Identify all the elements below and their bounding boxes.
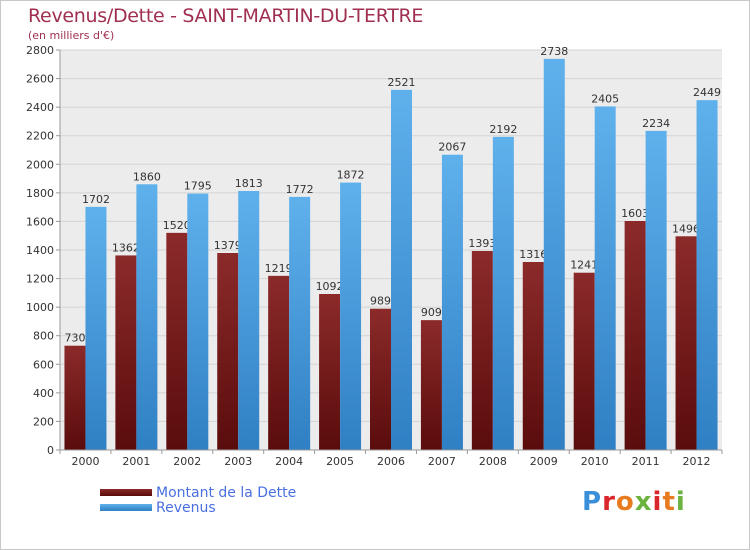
data-label: 1872 (337, 169, 365, 182)
bar-revenus (441, 154, 463, 450)
x-tick-label: 2005 (326, 455, 354, 468)
bar-revenus (289, 196, 311, 450)
data-label: 989 (370, 295, 391, 308)
data-label: 1603 (621, 207, 649, 220)
bar-revenus (340, 182, 362, 451)
data-label: 1219 (265, 262, 293, 275)
bar-dette (319, 294, 341, 450)
y-tick-label: 1800 (26, 187, 54, 200)
data-label: 1496 (672, 222, 700, 235)
y-tick-label: 200 (33, 415, 54, 428)
axis-layer: 0 200 400 600 800 1000 1200 1400 1600 1800 2000 220… (26, 44, 723, 468)
bar-revenus (136, 184, 158, 451)
y-tick-label: 600 (33, 358, 54, 371)
y-tick-label: 1400 (26, 244, 54, 257)
bar-revenus (187, 193, 209, 451)
x-tick-label: 2008 (479, 455, 507, 468)
x-tick-label: 2010 (581, 455, 609, 468)
bar-revenus (492, 136, 514, 450)
y-tick-label: 2200 (26, 130, 54, 143)
bar-revenus (391, 89, 412, 450)
x-tick-label: 2009 (530, 455, 558, 468)
data-label: 1393 (468, 237, 496, 250)
data-label: 2192 (489, 123, 517, 136)
data-label: 909 (421, 306, 442, 319)
data-label: 2067 (438, 141, 466, 154)
data-label: 1772 (286, 183, 314, 196)
data-label: 1702 (82, 193, 110, 206)
bar-revenus (543, 58, 565, 450)
bar-dette (115, 255, 137, 450)
x-tick-label: 2001 (122, 455, 150, 468)
data-label: 1379 (214, 239, 242, 252)
bar-dette (573, 272, 595, 450)
chart-title: Revenus/Dette - SAINT-MARTIN-DU-TERTRE (28, 5, 424, 27)
legend-label-revenus: Revenus (156, 500, 216, 516)
bar-revenus (696, 100, 718, 451)
bar-revenus (238, 191, 260, 450)
y-tick-label: 2000 (26, 158, 54, 171)
bar-dette (64, 345, 86, 450)
data-label: 1362 (112, 241, 140, 254)
bar-dette (370, 308, 391, 450)
proxiti-logo: Proxiti (582, 487, 686, 517)
bars-layer: 730 1702 1362 1860 1520 1795 1379 1813 1219 1772 1… (64, 45, 721, 451)
x-tick-label: 2003 (224, 455, 252, 468)
x-tick-label: 2012 (683, 455, 711, 468)
y-tick-label: 2800 (26, 44, 54, 57)
data-label: 2738 (540, 45, 568, 58)
y-tick-label: 400 (33, 387, 54, 400)
data-label: 2449 (693, 86, 721, 99)
bar-revenus (645, 130, 667, 450)
bar-dette (675, 236, 697, 450)
x-tick-label: 2002 (173, 455, 201, 468)
x-tick-label: 2011 (632, 455, 660, 468)
bar-dette (420, 320, 442, 450)
data-label: 1520 (163, 219, 191, 232)
x-tick-label: 2004 (275, 455, 303, 468)
data-label: 1316 (519, 248, 547, 261)
bar-dette (624, 221, 646, 450)
data-label: 2405 (591, 92, 619, 105)
x-tick-label: 2000 (71, 455, 99, 468)
legend-swatch-revenus (100, 504, 152, 511)
y-tick-label: 0 (47, 444, 54, 457)
data-label: 1860 (133, 170, 161, 183)
legend-swatch-debt (100, 489, 152, 496)
y-tick-label: 1200 (26, 273, 54, 286)
x-tick-label: 2006 (377, 455, 405, 468)
data-label: 730 (64, 332, 85, 345)
bar-dette (217, 253, 239, 450)
bar-dette (522, 262, 544, 450)
data-label: 2521 (388, 76, 416, 89)
chart-subtitle: (en milliers d'€) (28, 29, 115, 42)
y-tick-label: 2400 (26, 101, 54, 114)
x-tick-label: 2007 (428, 455, 456, 468)
data-label: 1795 (184, 180, 212, 193)
bar-revenus (594, 106, 616, 450)
data-label: 1241 (570, 259, 598, 272)
y-tick-label: 2600 (26, 73, 54, 86)
data-label: 2234 (642, 117, 670, 130)
data-label: 1092 (316, 280, 344, 293)
bar-dette (166, 232, 188, 450)
y-tick-label: 1000 (26, 301, 54, 314)
y-tick-label: 800 (33, 330, 54, 343)
data-label: 1813 (235, 177, 263, 190)
bar-revenus (85, 206, 107, 450)
bar-dette (471, 251, 493, 450)
bar-dette (268, 275, 290, 450)
legend-label-debt: Montant de la Dette (156, 485, 297, 501)
y-tick-label: 1600 (26, 215, 54, 228)
